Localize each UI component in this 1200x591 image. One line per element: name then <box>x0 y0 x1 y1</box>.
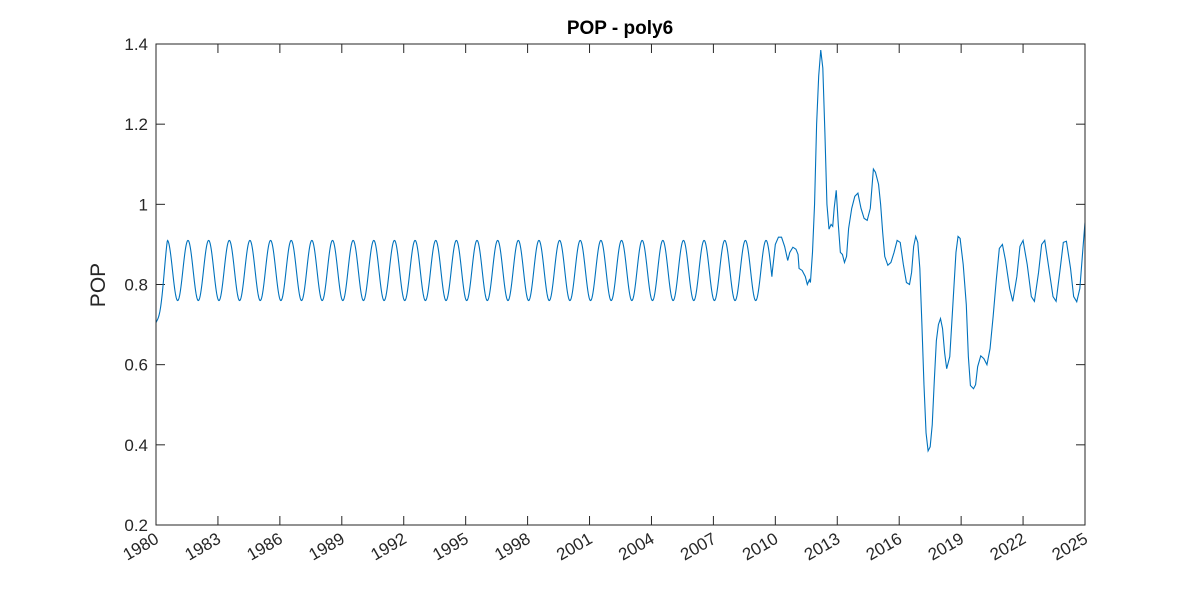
x-tick-label: 2022 <box>987 529 1029 564</box>
x-tick-label: 2007 <box>677 529 719 564</box>
plot-area-box <box>155 43 1086 526</box>
x-tick-label: 1983 <box>182 529 224 564</box>
x-tick-label: 1998 <box>491 529 533 564</box>
x-tick-label: 2019 <box>925 529 967 564</box>
y-axis: 0.2 0.4 0.6 0.8 1 1.2 1.4 <box>124 35 1085 535</box>
y-tick-label: 0.8 <box>124 276 148 295</box>
y-tick-label: 0.4 <box>124 436 148 455</box>
y-tick-label: 1 <box>139 195 148 214</box>
y-tick-label: 0.2 <box>124 516 148 535</box>
x-tick-label: 1995 <box>429 529 471 564</box>
y-tick-label: 1.2 <box>124 115 148 134</box>
x-tick-label: 2025 <box>1049 529 1091 564</box>
x-tick-label: 2016 <box>863 529 905 564</box>
x-tick-label: 2010 <box>739 529 781 564</box>
x-tick-label: 2013 <box>801 529 843 564</box>
x-axis: 1980 1983 1986 1989 1992 1995 1998 2001 2004 2007… <box>120 44 1091 564</box>
x-tick-label: 2004 <box>615 529 657 564</box>
x-tick-label: 1989 <box>306 529 348 564</box>
x-tick-label: 2001 <box>553 529 595 564</box>
chart-title: POP - poly6 <box>567 18 673 39</box>
y-tick-label: 0.6 <box>124 356 148 375</box>
series-line-pop <box>155 49 1086 453</box>
x-tick-label: 1986 <box>244 529 286 564</box>
x-tick-label: 1992 <box>367 529 409 564</box>
y-axis-label: POP <box>87 263 110 307</box>
y-tick-label: 1.4 <box>124 35 148 54</box>
